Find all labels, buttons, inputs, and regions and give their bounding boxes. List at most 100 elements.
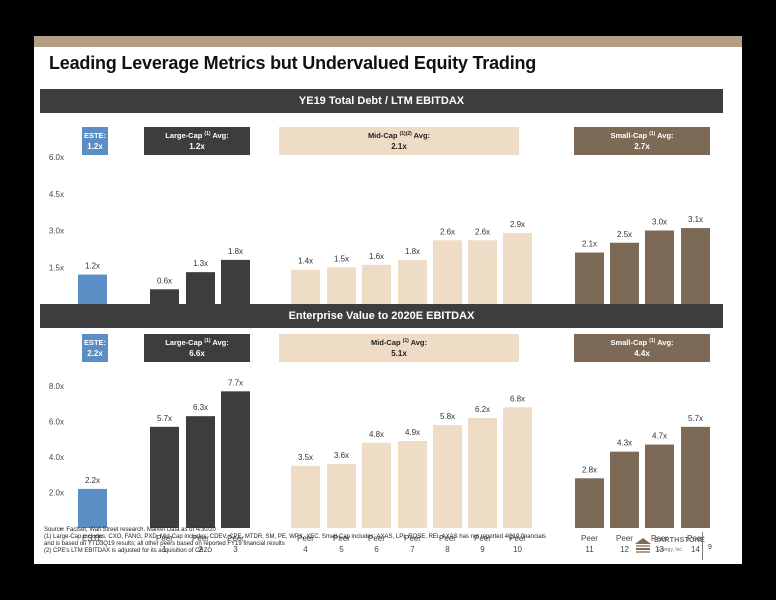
chart2-category-label: 9 — [480, 545, 485, 554]
chart2-avg-box-value: 2.2x — [87, 349, 103, 358]
chart2-category-label: Peer — [581, 534, 598, 543]
chart2-category-label: Peer — [651, 534, 668, 543]
chart1-bar — [468, 240, 497, 304]
chart1-data-label: 1.5x — [334, 254, 349, 263]
chart2-category-label: 6 — [374, 545, 379, 554]
chart1-bar — [610, 242, 639, 304]
chart1-title-bar: YE19 Total Debt / LTM EBITDAX — [40, 89, 723, 113]
chart2-bar — [327, 464, 356, 528]
slide: Leading Leverage Metrics but Undervalued… — [34, 36, 742, 564]
chart2-ytick: 4.0x — [49, 453, 64, 462]
chart2-bar — [291, 465, 320, 528]
logo-subtitle: Energy, Inc. — [657, 547, 684, 553]
chart2-category-label: 11 — [585, 545, 594, 554]
chart2-bar — [398, 441, 427, 528]
chart2-category-label: 5 — [339, 545, 344, 554]
chart2-ytick: 2.0x — [49, 489, 64, 498]
chart1-data-label: 1.6x — [369, 252, 384, 261]
chart1-data-label: 1.8x — [228, 247, 243, 256]
chart1-bar — [291, 269, 320, 304]
chart2-category-label: Peer — [192, 534, 209, 543]
chart1-avg-box-label: Small-Cap (1) Avg: — [610, 131, 673, 140]
chart1-bar — [681, 228, 710, 304]
chart2-category-label: ESTE — [82, 534, 103, 543]
chart2-ytick: 6.0x — [49, 418, 64, 427]
chart2-avg-box-value: 5.1x — [391, 349, 407, 358]
chart2-data-label: 7.7x — [228, 378, 243, 387]
chart2-category-label: 10 — [513, 545, 522, 554]
chart2-bar — [150, 426, 179, 528]
ev-ebitdax-chart: 8.0x 6.0x 4.0x 2.0x – 2.2x ESTE 5.7x Peer 1 6.3x Pe… — [34, 330, 742, 554]
chart2-avg-box-label: ESTE: — [84, 338, 106, 347]
chart2-bar — [468, 417, 497, 528]
chart2-category-label: Peer — [297, 534, 314, 543]
chart1-avg-box-value: 2.1x — [391, 142, 407, 151]
footnote-1: (1) Large-Cap includes: CXO, FANG, PXD. … — [44, 534, 546, 540]
top-accent-bar — [34, 36, 742, 47]
chart1-data-label: 2.9x — [510, 220, 525, 229]
chart2-data-label: 4.7x — [652, 432, 667, 441]
chart1-avg-box-large — [144, 127, 250, 155]
chart2-data-label: 6.2x — [475, 405, 490, 414]
chart1-bar — [645, 230, 674, 304]
chart2-category-label: 7 — [410, 545, 415, 554]
chart1-bar — [503, 232, 532, 304]
chart1-data-label: 1.3x — [193, 259, 208, 268]
chart1-svg: 6.0x4.5x3.0x1.5x–1.2xESTE0.6xPeer11.3xPe… — [49, 127, 710, 330]
chart2-category-label: 2 — [198, 545, 203, 554]
chart2-data-label: 2.8x — [582, 465, 597, 474]
chart1-avg-box-label: Mid-Cap (1)(2) Avg: — [368, 131, 430, 140]
chart1-data-label: 1.2x — [85, 262, 100, 271]
chart1-bar — [150, 289, 179, 304]
chart1-bar — [221, 259, 250, 304]
chart2-category-label: Peer — [156, 534, 173, 543]
chart2-data-label: 5.7x — [688, 414, 703, 423]
chart2-bar — [221, 391, 250, 528]
footnotes: Source: Factset, Wall Street research. M… — [44, 527, 644, 555]
chart2-ytick: – — [60, 524, 65, 533]
chart2-data-label: 4.8x — [369, 430, 384, 439]
chart1-data-label: 0.6x — [157, 276, 172, 285]
chart2-bar — [78, 488, 107, 528]
chart1-data-label: 1.4x — [298, 257, 313, 266]
chart2-category-label: Peer — [509, 534, 526, 543]
chart1-bar — [327, 267, 356, 304]
chart2-category-label: 4 — [303, 545, 308, 554]
chart1-bar — [186, 272, 215, 304]
chart2-category-label: Peer — [687, 534, 704, 543]
logo-name: EARTHSTONE — [654, 537, 706, 544]
page-title: Leading Leverage Metrics but Undervalued… — [49, 53, 537, 73]
footer-divider — [702, 532, 703, 560]
chart2-category-label: Peer — [227, 534, 244, 543]
chart2-category-label: 1 — [162, 545, 167, 554]
earthstone-logo: EARTHSTONE Energy, Inc. — [635, 534, 705, 560]
chart2-avg-box-value: 4.4x — [634, 349, 650, 358]
chart2-category-label: Peer — [333, 534, 350, 543]
chart1-bar — [78, 274, 107, 304]
chart1-avg-box-label: ESTE: — [84, 131, 106, 140]
chart1-data-label: 1.8x — [405, 247, 420, 256]
chart1-data-label: 2.1x — [582, 240, 597, 249]
chart1-ytick: 6.0x — [49, 153, 64, 162]
chart1-bar — [433, 240, 462, 304]
chart2-category-label: Peer — [404, 534, 421, 543]
chart2-bar — [681, 426, 710, 528]
chart2-category-label: Peer — [474, 534, 491, 543]
chart2-data-label: 5.7x — [157, 414, 172, 423]
chart1-avg-box-small — [574, 127, 710, 155]
chart1-data-label: 2.6x — [440, 227, 455, 236]
chart2-category-label: Peer — [439, 534, 456, 543]
chart2-avg-box-value: 6.6x — [189, 349, 205, 358]
chart1-avg-box-este — [82, 127, 108, 155]
chart2-avg-box-small — [574, 334, 710, 362]
chart2-avg-box-mid — [279, 334, 519, 362]
footnote-1-cont: and is based on YTD3Q19 results; all oth… — [44, 541, 285, 547]
footnote-source: Source: Factset, Wall Street research. M… — [44, 527, 216, 533]
chart1-avg-box-value: 2.7x — [634, 142, 650, 151]
chart2-avg-box-label: Small-Cap (1) Avg: — [610, 338, 673, 347]
page-number: 9 — [708, 544, 712, 551]
chart1-data-label: 2.5x — [617, 230, 632, 239]
chart2-category-label: 3 — [233, 545, 238, 554]
chart2-data-label: 6.8x — [510, 394, 525, 403]
chart2-category-label: 8 — [445, 545, 450, 554]
